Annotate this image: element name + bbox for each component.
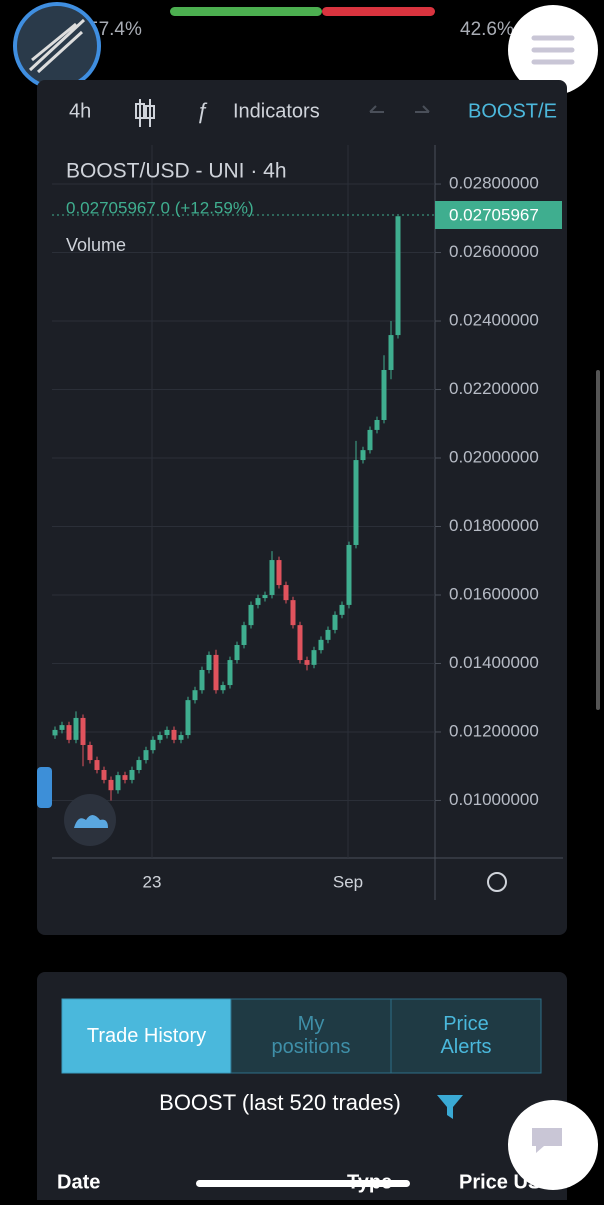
candle-body <box>199 669 205 691</box>
candle-body <box>178 735 184 740</box>
candle-body <box>339 604 345 615</box>
candle-body <box>52 729 58 736</box>
trades-title: BOOST (last 520 trades) <box>159 1090 401 1115</box>
candle-body <box>234 644 240 661</box>
price-legend: 0.02705967 0 (+12.59%) <box>66 198 254 217</box>
candle-body <box>80 717 86 745</box>
candle-body <box>122 775 128 780</box>
candle-body <box>255 598 261 605</box>
candle-body <box>192 690 198 701</box>
candle-body <box>129 769 135 780</box>
candle-body <box>276 560 282 586</box>
candle-body <box>318 639 324 651</box>
sell-percent: 42.6% <box>460 19 514 40</box>
tab-label: Trade History <box>86 1024 207 1047</box>
candle-body <box>143 750 149 761</box>
tab[interactable] <box>230 998 392 1074</box>
y-tick-label: 0.01400000 <box>449 653 539 672</box>
price-tag <box>435 201 562 229</box>
col-header[interactable]: Date <box>57 1171 100 1193</box>
y-tick-label: 0.02000000 <box>449 447 539 466</box>
sell-bar <box>322 7 435 16</box>
candle-body <box>157 735 163 740</box>
candle-body <box>353 460 359 545</box>
candle-body <box>304 660 310 665</box>
pair[interactable]: BOOST/E <box>468 100 557 122</box>
tabs: Trade History My positions Price Alerts <box>86 1013 492 1058</box>
candle-body <box>332 614 338 630</box>
candle-body <box>150 739 156 751</box>
candle-body <box>73 717 79 740</box>
candle-body <box>262 594 268 599</box>
candle-body <box>66 725 72 740</box>
candle-body <box>87 744 93 761</box>
candle-body <box>248 604 254 626</box>
current-price: 0.02705967 <box>449 205 539 224</box>
candle-body <box>94 760 100 770</box>
y-tick-label: 0.01200000 <box>449 721 539 740</box>
chart-title: BOOST/USD - UNI · 4h <box>66 160 287 183</box>
candle-body <box>220 685 226 691</box>
candle-body <box>206 654 212 670</box>
y-tick-label: 0.02800000 <box>449 174 539 193</box>
settings[interactable] <box>487 872 507 892</box>
filter-icon[interactable] <box>437 1095 463 1119</box>
candle-body <box>395 216 401 336</box>
chat-icon <box>532 1128 562 1153</box>
x-label: 23 <box>143 872 162 891</box>
tab-active[interactable] <box>61 998 232 1074</box>
candle-body <box>374 419 380 430</box>
candle-body <box>367 429 373 451</box>
interval[interactable]: 4h <box>69 100 91 122</box>
volume-label: Volume <box>66 235 126 255</box>
candle-body <box>381 369 387 420</box>
candle-body <box>213 654 219 691</box>
tab-label: My positions <box>271 1013 351 1058</box>
y-tick-label: 0.02400000 <box>449 311 539 330</box>
candle-body <box>171 729 177 740</box>
y-tick-label: 0.02200000 <box>449 379 539 398</box>
candle-body <box>59 725 65 730</box>
y-tick-label: 0.01000000 <box>449 790 539 809</box>
tab[interactable] <box>390 998 542 1074</box>
candle-body <box>311 650 317 665</box>
candle-body <box>101 769 107 780</box>
buy-bar <box>170 7 322 16</box>
y-tick-label: 0.02600000 <box>449 242 539 261</box>
candle-body <box>283 585 289 601</box>
logo <box>74 815 108 828</box>
tab-label: Price Alerts <box>440 1013 492 1058</box>
scrollbar <box>596 370 600 710</box>
menu-icon <box>531 35 575 65</box>
home-indicator <box>196 1180 410 1187</box>
candle-body <box>325 629 331 640</box>
candle-body <box>185 700 191 736</box>
undo-redo[interactable] <box>369 105 430 113</box>
candle-body <box>346 544 352 605</box>
candle-body <box>297 625 303 661</box>
y-tick-label: 0.01800000 <box>449 516 539 535</box>
candle-icon-body <box>135 103 145 119</box>
candle-icon-body <box>145 105 155 119</box>
candle-body <box>241 625 247 645</box>
candle-body <box>227 660 233 686</box>
candle-body <box>290 600 296 626</box>
candle-body <box>269 560 275 595</box>
candle-body <box>164 729 170 736</box>
x-label: Sep <box>333 872 363 891</box>
fx-icon: ƒ <box>196 98 208 123</box>
candle-body <box>115 775 121 791</box>
candle-body <box>136 760 142 770</box>
avatar-art <box>28 18 86 74</box>
candle-body <box>108 779 114 791</box>
y-tick-label: 0.01600000 <box>449 584 539 603</box>
candle-body <box>360 450 366 461</box>
indicators[interactable]: Indicators <box>233 100 320 122</box>
candle-body <box>388 335 394 370</box>
buy-percent: 57.4% <box>88 19 142 40</box>
side-handle[interactable] <box>37 767 52 808</box>
